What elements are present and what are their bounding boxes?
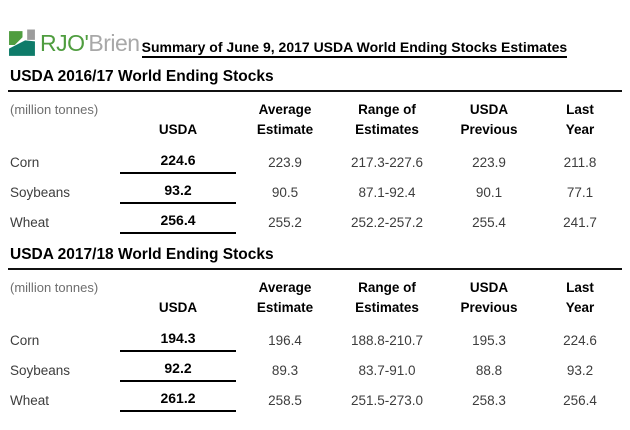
column-header-lastyear-line2: Year	[565, 122, 595, 137]
cell-commodity: Wheat	[10, 215, 50, 230]
column-header-range-line2: Estimates	[355, 122, 419, 137]
cell-range-of-estimates: 188.8-210.7	[350, 333, 424, 348]
unit-label-spacer	[8, 117, 120, 137]
cell-average-estimate: 196.4	[268, 333, 302, 348]
cell-average-estimate: 258.5	[268, 393, 302, 408]
table-body-2016-17: Corn 224.6 223.9 217.3-227.6 223.9 211.8…	[8, 144, 622, 234]
unit-label-spacer	[8, 295, 120, 315]
column-header-average-line1: Average	[258, 280, 312, 295]
cell-usda-previous: 88.8	[475, 363, 503, 378]
report-title: Summary of June 9, 2017 USDA World Endin…	[141, 39, 568, 58]
masthead: RJO'Brien Summary of June 9, 2017 USDA W…	[8, 22, 622, 58]
cell-range-of-estimates: 252.2-257.2	[350, 215, 424, 230]
cell-usda-estimate: 92.2	[120, 352, 236, 382]
cell-last-year: 77.1	[566, 185, 594, 200]
column-header-average-line1: Average	[258, 102, 312, 117]
column-header-average-line2: Estimate	[256, 122, 314, 137]
cell-usda-previous: 223.9	[472, 155, 506, 170]
cell-last-year: 256.4	[563, 393, 597, 408]
cell-usda-previous: 195.3	[472, 333, 506, 348]
column-header-average-line2: Estimate	[256, 300, 314, 315]
logo-text-rjo: RJO'	[40, 30, 89, 56]
stocks-section-2016-17: USDA 2016/17 World Ending Stocks (millio…	[8, 68, 622, 234]
rjobrien-logo: RJO'Brien	[8, 29, 140, 58]
column-header-previous-line2: Previous	[460, 122, 518, 137]
rjobrien-logo-text: RJO'Brien	[40, 32, 140, 55]
cell-average-estimate: 89.3	[271, 363, 299, 378]
table-header-2016-17: (million tonnes) Average Range of USDA L…	[8, 97, 622, 137]
cell-usda-previous: 258.3	[472, 393, 506, 408]
unit-label: (million tonnes)	[10, 280, 99, 295]
rjobrien-logo-icon	[9, 29, 35, 56]
cell-commodity: Soybeans	[10, 185, 71, 200]
column-header-lastyear-line2: Year	[565, 300, 595, 315]
cell-usda-estimate: 93.2	[120, 174, 236, 204]
column-header-previous-line2: Previous	[460, 300, 518, 315]
cell-usda-previous: 90.1	[475, 185, 503, 200]
column-header-previous-line1: USDA	[469, 102, 509, 117]
unit-label: (million tonnes)	[10, 102, 99, 117]
cell-commodity: Corn	[10, 155, 40, 170]
cell-average-estimate: 223.9	[268, 155, 302, 170]
column-header-range-line2: Estimates	[355, 300, 419, 315]
cell-range-of-estimates: 83.7-91.0	[358, 363, 416, 378]
column-header-usda-line1	[120, 97, 236, 117]
column-header-range-line1: Range of	[358, 102, 416, 117]
cell-range-of-estimates: 217.3-227.6	[350, 155, 424, 170]
cell-usda-estimate: 194.3	[120, 322, 236, 352]
cell-commodity: Soybeans	[10, 363, 71, 378]
cell-last-year: 241.7	[563, 215, 597, 230]
column-header-range-line1: Range of	[358, 280, 416, 295]
cell-usda-estimate: 261.2	[120, 382, 236, 412]
table-header-2017-18: (million tonnes) Average Range of USDA L…	[8, 275, 622, 315]
column-header-usda-line2: USDA	[158, 122, 198, 137]
cell-usda-estimate: 256.4	[120, 204, 236, 234]
cell-average-estimate: 255.2	[268, 215, 302, 230]
cell-range-of-estimates: 87.1-92.4	[358, 185, 416, 200]
column-header-lastyear-line1: Last	[566, 280, 594, 295]
cell-commodity: Wheat	[10, 393, 50, 408]
table-body-2017-18: Corn 194.3 196.4 188.8-210.7 195.3 224.6…	[8, 322, 622, 412]
cell-average-estimate: 90.5	[271, 185, 299, 200]
column-header-lastyear-line1: Last	[566, 102, 594, 117]
section-heading-2016-17: USDA 2016/17 World Ending Stocks	[8, 68, 622, 92]
cell-last-year: 93.2	[566, 363, 594, 378]
column-header-usda-line1	[120, 275, 236, 295]
cell-usda-previous: 255.4	[472, 215, 506, 230]
cell-usda-estimate: 224.6	[120, 144, 236, 174]
column-header-previous-line1: USDA	[469, 280, 509, 295]
section-heading-2017-18: USDA 2017/18 World Ending Stocks	[8, 246, 622, 270]
logo-text-brien: Brien	[88, 30, 140, 56]
cell-commodity: Corn	[10, 333, 40, 348]
cell-range-of-estimates: 251.5-273.0	[350, 393, 424, 408]
cell-last-year: 224.6	[563, 333, 597, 348]
column-header-usda-line2: USDA	[158, 300, 198, 315]
cell-last-year: 211.8	[563, 155, 597, 170]
stocks-section-2017-18: USDA 2017/18 World Ending Stocks (millio…	[8, 246, 622, 412]
